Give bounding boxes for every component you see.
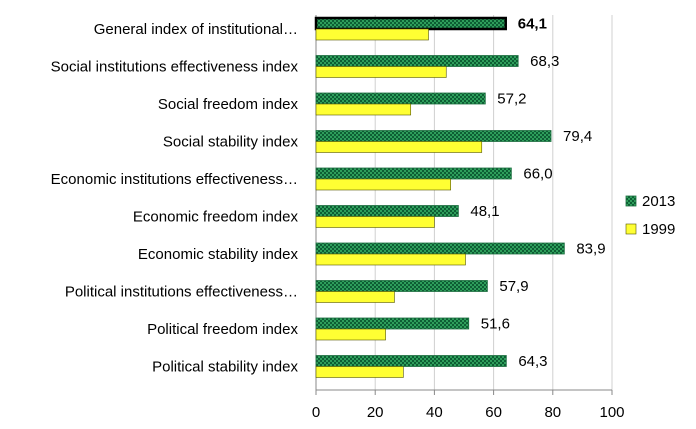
category-label: Social institutions effectiveness index xyxy=(51,59,299,76)
bar-1999 xyxy=(315,178,451,191)
bar-1999 xyxy=(315,216,435,228)
bar-1999 xyxy=(315,103,412,116)
x-tick-label: 60 xyxy=(485,404,502,421)
legend: 2013 1999 xyxy=(625,193,675,238)
category-label: Political stability index xyxy=(152,359,298,376)
bar-2013 xyxy=(315,55,519,67)
legend-swatch-2013 xyxy=(625,195,637,207)
bar-2013 xyxy=(315,167,512,180)
x-tick-label: 0 xyxy=(312,404,320,421)
bar-1999 xyxy=(315,291,395,303)
data-label-2013: 48,1 xyxy=(470,203,499,220)
data-label-2013: 64,1 xyxy=(518,16,547,33)
data-label-2013: 51,6 xyxy=(481,316,510,333)
bar-2013 xyxy=(315,242,565,255)
x-tick-label: 20 xyxy=(367,404,384,421)
category-label: Political freedom index xyxy=(147,321,298,338)
category-label: Social stability index xyxy=(163,134,299,151)
bar-2013 xyxy=(315,355,507,367)
bar-2013 xyxy=(315,317,470,330)
category-label: Social freedom index xyxy=(158,96,299,113)
bar-1999 xyxy=(315,328,386,341)
legend-label-1999: 1999 xyxy=(642,221,675,238)
data-label-2013: 79,4 xyxy=(563,128,592,145)
legend-label-2013: 2013 xyxy=(642,193,675,210)
bar-2013 xyxy=(314,16,507,31)
bar-1999 xyxy=(315,141,483,153)
bar-2013 xyxy=(315,280,488,292)
bar-1999 xyxy=(315,253,466,266)
category-label: Economic freedom index xyxy=(133,209,299,226)
category-label: General index of institutional… xyxy=(94,21,298,38)
data-label-2013: 68,3 xyxy=(530,53,559,70)
data-label-2013: 83,9 xyxy=(576,241,605,258)
legend-swatch-1999 xyxy=(625,223,637,235)
labels: 0 20 40 60 80 100 General index of institution… xyxy=(51,16,625,422)
category-label: Economic institutions effectiveness… xyxy=(51,171,298,188)
bars xyxy=(314,16,565,378)
x-tick-label: 100 xyxy=(599,404,624,421)
data-label-2013: 64,3 xyxy=(518,353,547,370)
x-tick-label: 40 xyxy=(426,404,443,421)
bar-2013 xyxy=(315,205,459,217)
bar-1999 xyxy=(315,366,404,378)
data-label-2013: 57,9 xyxy=(499,278,528,295)
bar-1999 xyxy=(315,28,429,41)
bar-2013 xyxy=(315,130,552,142)
bar-2013 xyxy=(315,92,486,105)
category-label: Political institutions effectiveness… xyxy=(65,284,298,301)
x-tick-label: 80 xyxy=(544,404,561,421)
category-label: Economic stability index xyxy=(138,246,299,263)
data-label-2013: 57,2 xyxy=(497,91,526,108)
bar-1999 xyxy=(315,66,447,78)
data-label-2013: 66,0 xyxy=(523,166,552,183)
